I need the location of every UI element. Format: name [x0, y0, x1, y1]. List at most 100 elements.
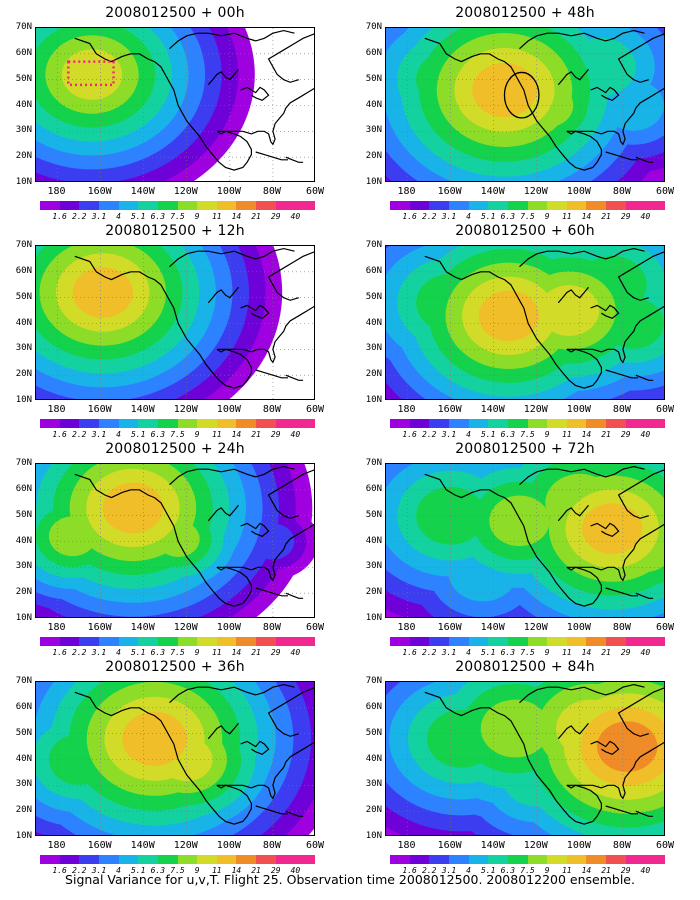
latitude-tick-label: 60N — [15, 701, 32, 712]
colorbar-tick-label: 5.1 — [130, 866, 146, 875]
latitude-tick-label: 10N — [15, 613, 32, 623]
colorbar-tick-label: 1.6 — [52, 212, 67, 221]
latitude-tick-label: 20N — [365, 151, 382, 162]
coastline — [557, 286, 589, 304]
coastline — [519, 465, 645, 486]
colorbar-tick-label: 3.1 — [91, 648, 107, 657]
latitude-tick-label: 20N — [15, 587, 32, 598]
colorbar-tick-label: 21 — [251, 866, 261, 875]
colorbar-tick-label: 1.6 — [402, 212, 417, 221]
variance-map-svg — [386, 464, 664, 617]
variance-contour — [72, 267, 133, 318]
coastline — [617, 687, 664, 737]
latitude-tick-label: 40N — [365, 535, 382, 546]
colorbar-tick-label: 6.3 — [500, 866, 516, 875]
latitude-tick-label: 10N — [365, 831, 382, 841]
colorbar-swatch — [527, 419, 548, 428]
coastline — [207, 286, 239, 304]
map-panel: 2008012500 + 00h 70N 60N 50N 40N 30N 20N 10N 180… — [0, 5, 340, 221]
colorbar-tick-label: 7.5 — [170, 866, 185, 875]
latitude-tick-label: 20N — [15, 805, 32, 816]
colorbar-tick-label: 3.1 — [441, 866, 457, 875]
coastline — [635, 156, 654, 163]
colorbar-swatch — [645, 637, 666, 646]
coastline — [285, 810, 304, 817]
colorbar-swatch — [275, 855, 296, 864]
colorbar-swatch — [79, 419, 100, 428]
colorbar-tick-label: 40 — [290, 212, 301, 221]
variance-contour — [538, 285, 600, 336]
longitude-tick-label: 120W — [173, 622, 198, 633]
colorbar-swatch — [236, 419, 257, 428]
colorbar-swatch — [177, 637, 198, 646]
latitude-tick-label: 10N — [15, 395, 32, 405]
colorbar-swatch — [275, 201, 296, 210]
longitude-tick-label: 60W — [655, 622, 675, 633]
latitude-tick-label: 40N — [15, 99, 32, 110]
coastline — [590, 304, 620, 319]
colorbar-swatch — [566, 201, 587, 210]
colorbar-swatch — [98, 419, 120, 428]
longitude-tick-label: 120W — [173, 404, 198, 415]
coastline — [635, 810, 654, 817]
longitude-tick-label: 180 — [397, 840, 416, 851]
latitude-tick-label: 10N — [15, 831, 32, 841]
latitude-tick-label: 70N — [15, 458, 32, 468]
colorbar-tick-label: 9 — [544, 866, 550, 875]
longitude-tick-label: 180 — [47, 186, 66, 197]
colorbar-tick-label: 4 — [466, 648, 471, 657]
colorbar-swatch — [236, 201, 257, 210]
latitude-tick-label: 50N — [15, 727, 32, 738]
latitude-tick-label: 60N — [365, 483, 382, 494]
colorbar-tick-label: 21 — [601, 212, 611, 221]
colorbar-swatch — [256, 419, 277, 428]
coastline — [207, 68, 239, 86]
colorbar-tick-label: 6.3 — [150, 866, 166, 875]
latitude-tick-label: 50N — [365, 73, 382, 84]
latitude-tick-label: 20N — [365, 805, 382, 816]
colorbar-swatch — [138, 201, 159, 210]
colorbar-tick-label: 11 — [211, 866, 222, 875]
longitude-tick-label: 160W — [87, 186, 112, 197]
longitude-tick-label: 60W — [655, 404, 675, 415]
coastline — [519, 247, 645, 268]
coastline — [255, 805, 288, 815]
colorbar-swatch — [468, 419, 489, 428]
colorbar-swatch — [197, 201, 218, 210]
colorbar-tick-label: 5.1 — [130, 430, 146, 439]
colorbar-swatch — [448, 201, 470, 210]
colorbar-tick-label: 11 — [211, 212, 222, 221]
latitude-tick-label: 10N — [365, 395, 382, 405]
longitude-tick-label: 80W — [262, 622, 281, 633]
latitude-tick-label: 30N — [15, 779, 32, 790]
panel-title: 2008012500 + 84h — [455, 659, 595, 675]
colorbar-tick-label: 4 — [116, 430, 121, 439]
longitude-tick-label: 140W — [480, 622, 505, 633]
colorbar-tick-label: 11 — [561, 648, 572, 657]
colorbar-swatch — [625, 201, 646, 210]
colorbar-tick-label: 29 — [270, 212, 281, 221]
colorbar-swatch — [586, 201, 607, 210]
colorbar-swatch — [586, 419, 607, 428]
colorbar-tick-label: 9 — [194, 212, 200, 221]
longitude-tick-label: 140W — [480, 404, 505, 415]
latitude-tick-label: 70N — [365, 458, 382, 468]
coastline — [566, 523, 664, 582]
colorbar-tick-label: 3.1 — [91, 866, 107, 875]
colorbar-tick-label: 1.6 — [402, 648, 417, 657]
longitude-tick-label: 60W — [305, 622, 325, 633]
colorbar-tick-label: 6.3 — [150, 212, 166, 221]
colorbar-swatch — [40, 419, 61, 428]
colorbar-swatch — [40, 637, 61, 646]
latitude-tick-label: 70N — [15, 22, 32, 32]
colorbar-swatch — [256, 855, 277, 864]
colorbar-tick-label: 40 — [290, 866, 301, 875]
colorbar — [40, 855, 316, 864]
colorbar-swatch — [468, 855, 489, 864]
colorbar-tick-label: 29 — [270, 866, 281, 875]
colorbar — [390, 201, 666, 210]
longitude-tick-label: 100W — [216, 186, 241, 197]
coastline — [74, 37, 252, 171]
longitude-tick-label: 60W — [655, 840, 675, 851]
colorbar-swatch — [448, 637, 470, 646]
